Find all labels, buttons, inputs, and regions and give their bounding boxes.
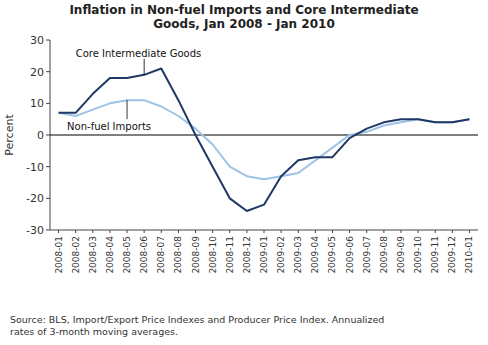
y-tick <box>46 71 50 72</box>
x-tick <box>212 230 213 233</box>
source-line: Source: BLS, Import/Export Price Indexes… <box>10 314 384 325</box>
x-tick-label: 2009-03 <box>293 236 303 274</box>
x-tick <box>178 230 179 233</box>
x-tick <box>418 230 419 233</box>
x-tick-label: 2008-12 <box>242 236 252 274</box>
x-tick-label: 2009-02 <box>276 236 286 274</box>
x-tick <box>195 230 196 233</box>
x-tick-label: 2008-02 <box>71 236 81 274</box>
x-tick <box>469 230 470 233</box>
x-tick-label: 2008-03 <box>88 236 98 274</box>
y-tick-label: 0 <box>37 129 44 142</box>
x-tick <box>144 230 145 233</box>
annotation: Core Intermediate Goods <box>76 48 202 59</box>
x-tick <box>92 230 93 233</box>
zero-line <box>50 135 478 136</box>
source-note: Source: BLS, Import/Export Price Indexes… <box>10 314 384 337</box>
series-line <box>59 69 470 212</box>
annotations: Core Intermediate Goods Non-fuel Imports <box>67 48 201 132</box>
x-tick-label: 2008-11 <box>225 236 235 274</box>
annotation: Non-fuel Imports <box>67 121 151 132</box>
x-tick-label: 2008-05 <box>122 236 132 274</box>
x-tick <box>298 230 299 233</box>
x-tick <box>383 230 384 233</box>
x-tick-label: 2009-06 <box>345 236 355 274</box>
y-tick-label: 20 <box>30 66 44 79</box>
chart: Inflation in Non-fuel Imports and Core I… <box>0 0 488 345</box>
x-tick <box>332 230 333 233</box>
x-tick <box>264 230 265 233</box>
y-tick <box>46 230 50 231</box>
y-tick <box>46 166 50 167</box>
title: Inflation in Non-fuel Imports and Core I… <box>69 3 418 31</box>
x-tick-label: 2009-08 <box>379 236 389 274</box>
chart-container: Inflation in Non-fuel Imports and Core I… <box>0 0 488 345</box>
x-tick-label: 2008-07 <box>156 236 166 274</box>
x-tick <box>161 230 162 233</box>
x-tick <box>435 230 436 233</box>
x-tick <box>246 230 247 233</box>
x-tick-label: 2010-01 <box>464 236 474 274</box>
y-tick <box>46 103 50 104</box>
x-tick-label: 2008-10 <box>208 236 218 274</box>
annotation-leader <box>144 59 145 75</box>
x-tick-label: 2008-09 <box>191 236 201 274</box>
x-tick-label: 2009-11 <box>430 236 440 274</box>
x-tick <box>349 230 350 233</box>
y-tick-label: 30 <box>30 34 44 47</box>
x-tick-label: 2009-12 <box>447 236 457 274</box>
x-tick <box>58 230 59 233</box>
x-tick <box>75 230 76 233</box>
annotation-leader <box>127 100 128 119</box>
title-line: Goods, Jan 2008 - Jan 2010 <box>153 17 335 31</box>
x-tick <box>400 230 401 233</box>
y-tick-label: 10 <box>30 97 44 110</box>
x-tick <box>452 230 453 233</box>
x-tick-label: 2008-04 <box>105 236 115 274</box>
x-tick-label: 2009-05 <box>327 236 337 274</box>
y-axis-label: Percent <box>3 114 16 156</box>
x-tick <box>366 230 367 233</box>
x-tick-label: 2009-07 <box>362 236 372 274</box>
x-axis: 2008-01 2008-02 2008-03 2008-04 2008-05 2008-… <box>50 230 478 274</box>
x-tick-label: 2009-04 <box>310 236 320 274</box>
x-tick-label: 2009-09 <box>396 236 406 274</box>
x-tick-label: 2008-06 <box>139 236 149 274</box>
x-tick <box>109 230 110 233</box>
y-tick-label: -30 <box>26 224 44 237</box>
title-line: Inflation in Non-fuel Imports and Core I… <box>69 3 418 17</box>
source-line: rates of 3-month moving averages. <box>10 326 178 337</box>
x-tick-label: 2008-08 <box>173 236 183 274</box>
series-line <box>59 100 470 179</box>
y-tick <box>46 198 50 199</box>
x-tick-label: 2009-10 <box>413 236 423 274</box>
y-tick-label: -10 <box>26 161 44 174</box>
y-axis: -30 -20 -10 0 10 20 30 <box>26 34 50 237</box>
x-tick <box>315 230 316 233</box>
x-tick <box>229 230 230 233</box>
y-tick <box>46 135 50 136</box>
y-tick <box>46 40 50 41</box>
series-lines <box>59 69 470 212</box>
x-tick-label: 2008-01 <box>54 236 64 274</box>
y-tick-label: -20 <box>26 192 44 205</box>
x-tick <box>127 230 128 233</box>
x-tick <box>281 230 282 233</box>
x-tick-label: 2009-01 <box>259 236 269 274</box>
